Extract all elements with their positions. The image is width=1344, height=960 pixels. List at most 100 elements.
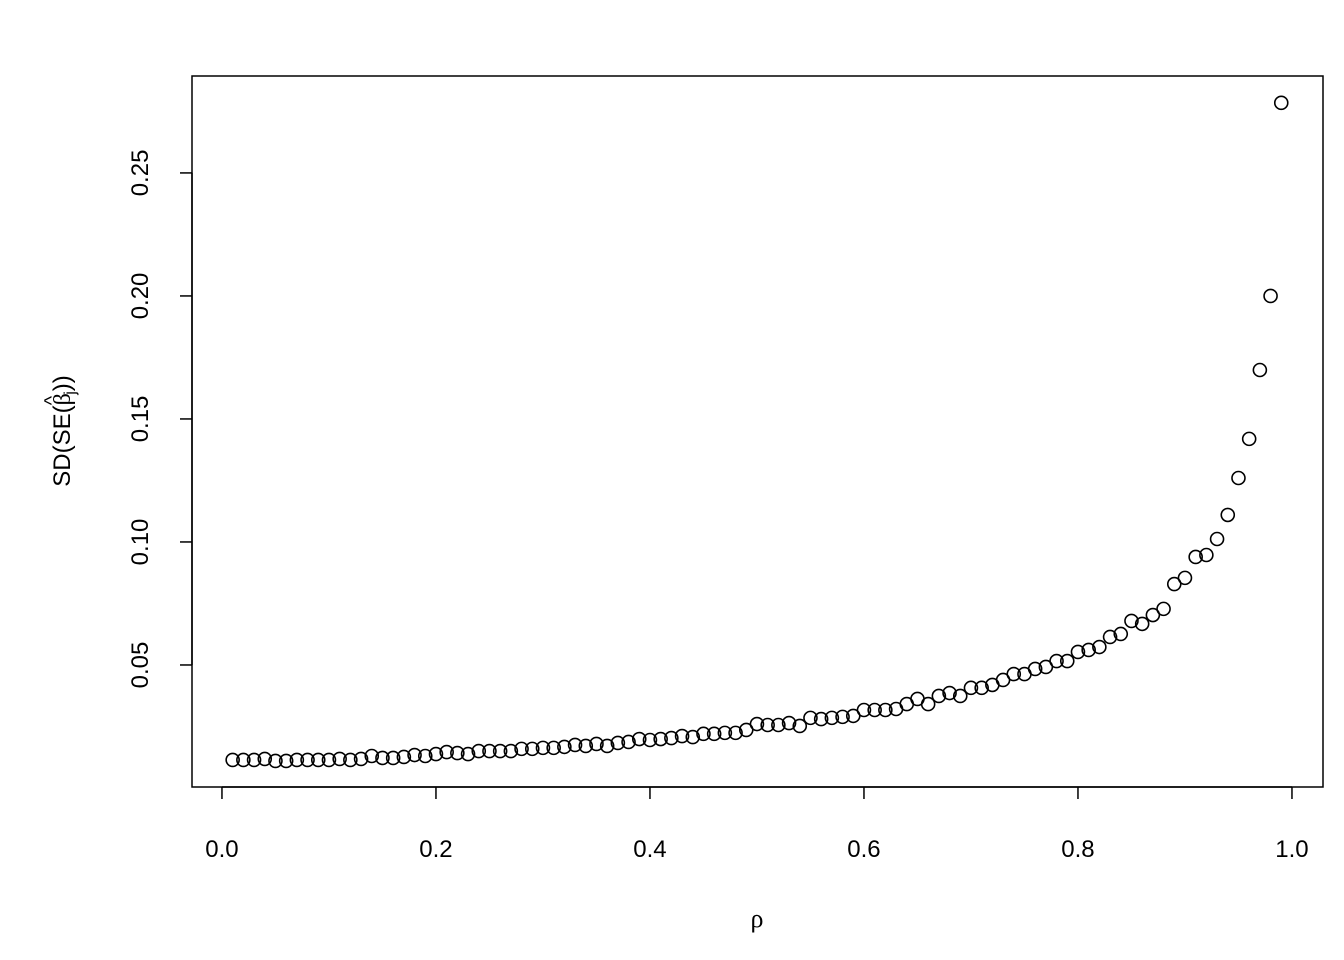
data-point bbox=[439, 744, 454, 760]
x-tick-label: 0.6 bbox=[847, 836, 880, 863]
data-point bbox=[867, 702, 882, 718]
data-point bbox=[952, 688, 968, 704]
data-point bbox=[610, 735, 626, 751]
y-axis-label: SD(SE(β^j)) bbox=[41, 375, 79, 487]
data-point bbox=[696, 726, 711, 742]
data-point bbox=[856, 702, 872, 718]
data-point bbox=[257, 751, 273, 767]
data-point bbox=[1209, 531, 1225, 547]
data-point bbox=[653, 731, 668, 747]
data-point bbox=[717, 725, 733, 741]
data-point bbox=[1145, 607, 1161, 623]
x-axis: 0.0 0.2 0.4 0.6 0.8 1.0 bbox=[205, 786, 1309, 863]
data-point bbox=[557, 739, 572, 755]
data-point bbox=[310, 752, 326, 768]
data-point bbox=[749, 716, 765, 732]
data-point bbox=[1102, 629, 1118, 645]
y-label-hat: ^ bbox=[41, 395, 63, 405]
y-tick-label: 0.20 bbox=[127, 273, 154, 320]
data-point bbox=[835, 709, 850, 725]
x-tick-label: 0.2 bbox=[419, 836, 452, 863]
data-point bbox=[503, 743, 519, 759]
y-axis: 0.05 0.10 0.15 0.20 0.25 bbox=[127, 150, 193, 689]
data-point bbox=[771, 717, 786, 733]
data-point bbox=[813, 711, 829, 727]
data-point bbox=[631, 731, 647, 747]
data-point bbox=[685, 729, 701, 745]
data-point bbox=[1027, 661, 1043, 677]
data-point bbox=[396, 749, 412, 765]
data-point bbox=[589, 736, 604, 752]
x-tick-label: 1.0 bbox=[1275, 836, 1308, 863]
data-point bbox=[974, 680, 989, 696]
data-point bbox=[781, 715, 797, 731]
data-point bbox=[375, 750, 390, 766]
data-point bbox=[385, 750, 401, 766]
data-point bbox=[364, 748, 380, 764]
data-point bbox=[471, 743, 487, 759]
data-point bbox=[1199, 547, 1214, 563]
y-tick-label: 0.25 bbox=[127, 150, 154, 197]
data-point bbox=[353, 751, 369, 767]
data-point bbox=[578, 738, 594, 754]
data-point bbox=[407, 747, 422, 763]
data-point bbox=[492, 743, 508, 759]
data-point bbox=[824, 710, 840, 726]
data-point bbox=[1273, 95, 1289, 111]
data-point bbox=[246, 752, 262, 768]
data-point bbox=[674, 728, 690, 744]
data-point bbox=[664, 730, 679, 746]
data-point bbox=[289, 752, 305, 768]
y-tick-label: 0.15 bbox=[127, 396, 154, 443]
data-point bbox=[1241, 431, 1257, 447]
data-point bbox=[706, 726, 722, 742]
data-point bbox=[1177, 570, 1193, 586]
data-point bbox=[343, 752, 358, 768]
data-point bbox=[931, 688, 947, 704]
x-tick-label: 0.8 bbox=[1061, 836, 1094, 863]
data-point bbox=[278, 753, 294, 769]
data-point bbox=[963, 680, 979, 696]
x-tick-label: 0.4 bbox=[633, 836, 666, 863]
data-point bbox=[642, 732, 658, 748]
data-points bbox=[225, 95, 1289, 769]
data-point bbox=[1113, 626, 1129, 642]
data-point bbox=[1070, 644, 1086, 660]
x-tick-label: 0.0 bbox=[205, 836, 238, 863]
data-point bbox=[417, 748, 433, 764]
y-tick-label: 0.10 bbox=[127, 519, 154, 566]
data-point bbox=[268, 753, 283, 769]
y-label-beta: β bbox=[50, 393, 76, 405]
data-point bbox=[599, 738, 615, 754]
data-point bbox=[1006, 666, 1022, 682]
data-point bbox=[332, 751, 347, 767]
data-point bbox=[524, 741, 540, 757]
data-point bbox=[225, 752, 240, 768]
y-tick-label: 0.05 bbox=[127, 642, 154, 689]
data-point bbox=[1059, 653, 1075, 669]
data-point bbox=[1188, 549, 1203, 565]
y-label-prefix: SD(SE( bbox=[49, 405, 76, 486]
data-point bbox=[450, 745, 465, 761]
y-label-suffix: )) bbox=[49, 375, 76, 391]
data-point bbox=[567, 737, 583, 753]
data-point bbox=[1092, 639, 1107, 655]
data-point bbox=[482, 743, 497, 759]
data-point bbox=[1124, 613, 1139, 629]
data-point bbox=[236, 752, 251, 768]
data-point bbox=[1166, 576, 1182, 592]
data-point bbox=[514, 741, 529, 757]
y-label-subscript: j bbox=[62, 391, 79, 396]
data-point bbox=[1134, 616, 1150, 632]
x-axis-label: ρ bbox=[751, 904, 764, 933]
data-point bbox=[621, 734, 636, 750]
plot-frame bbox=[191, 75, 1324, 788]
svg-text:SD(SE(β^j)): SD(SE(β^j)) bbox=[41, 375, 79, 487]
data-point bbox=[1252, 362, 1268, 378]
data-point bbox=[920, 696, 936, 712]
data-point bbox=[942, 685, 957, 701]
data-point bbox=[1263, 288, 1278, 304]
data-point bbox=[792, 718, 808, 734]
data-point bbox=[535, 740, 551, 756]
